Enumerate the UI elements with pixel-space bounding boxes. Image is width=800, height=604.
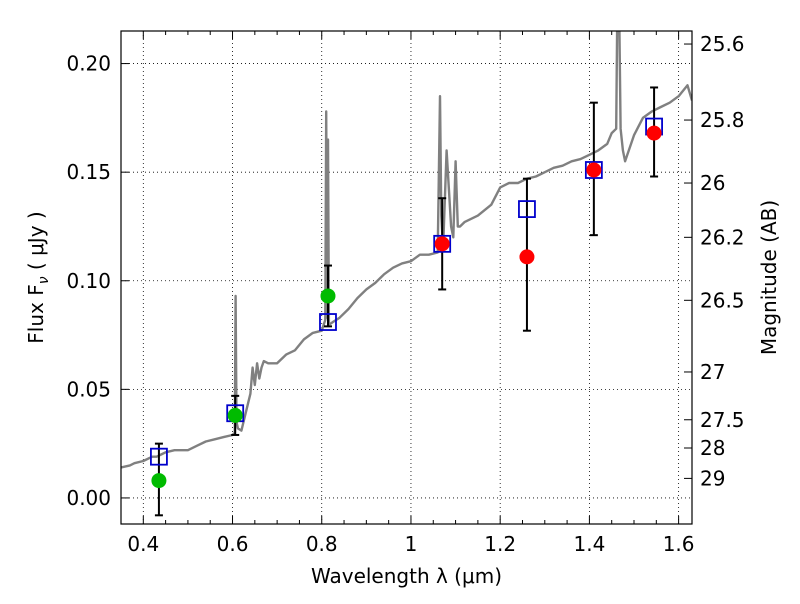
grid-layer	[121, 31, 692, 524]
model-photometry-square	[584, 161, 603, 179]
model-photometry-square	[150, 447, 168, 466]
x-tick-label: 0.8	[306, 532, 338, 556]
errorbar-layer	[154, 86, 659, 517]
red-data-point	[586, 162, 602, 178]
model-photometry-square	[518, 200, 536, 218]
x-tick-label: 1.4	[573, 532, 605, 556]
model-photometry-square	[319, 313, 337, 331]
y2-axis-label: Magnitude (AB)	[757, 200, 781, 355]
y-tick-label: 0.00	[66, 486, 111, 510]
green-data-point	[320, 288, 336, 304]
y-tick-label: 0.05	[66, 377, 111, 401]
green-data-point	[151, 473, 167, 489]
x-tick-label: 1.6	[663, 532, 695, 556]
x-axis-label: Wavelength λ (μm)	[311, 564, 502, 588]
y2-tick-label: 27	[700, 360, 725, 384]
y-tick-label: 0.20	[66, 52, 111, 76]
y2-tick-label: 25.6	[700, 32, 745, 56]
spectrum-layer	[121, 31, 692, 469]
green-data-point	[227, 407, 243, 423]
model-spectrum-line	[121, 31, 692, 469]
x-tick-label: 0.4	[127, 532, 159, 556]
y2-tick-label: 26.2	[700, 225, 745, 249]
y-tick-label: 0.15	[66, 160, 111, 184]
red-data-point	[434, 236, 450, 252]
y2-tick-label: 26	[700, 171, 725, 195]
red-data-point	[519, 249, 535, 265]
x-tick-label: 0.6	[217, 532, 249, 556]
y-tick-label: 0.10	[66, 269, 111, 293]
x-tick-label: 1.2	[484, 532, 516, 556]
y2-tick-label: 29	[700, 466, 725, 490]
y2-tick-label: 26.5	[700, 288, 745, 312]
y2-tick-label: 25.8	[700, 108, 745, 132]
red-data-point	[646, 125, 662, 141]
y-axis-label: Flux Fν ( μJy )	[24, 211, 52, 343]
y-axis-label-unit: ( μJy )	[24, 211, 48, 276]
plot-frame	[120, 30, 693, 525]
y2-tick-label: 28	[700, 436, 725, 460]
marker-layer	[150, 117, 663, 489]
y2-tick-label: 27.5	[700, 408, 745, 432]
ticks-layer: 0.4 0.6 0.8 1 1.2 1.4 1.6 0.00 0.05 0.10 0.15 0.20 2…	[66, 31, 745, 556]
model-photometry-square	[433, 234, 452, 253]
y-axis-label-sub: ν	[36, 276, 52, 284]
x-tick-label: 1	[405, 532, 418, 556]
y-axis-label-main: Flux F	[24, 284, 48, 343]
